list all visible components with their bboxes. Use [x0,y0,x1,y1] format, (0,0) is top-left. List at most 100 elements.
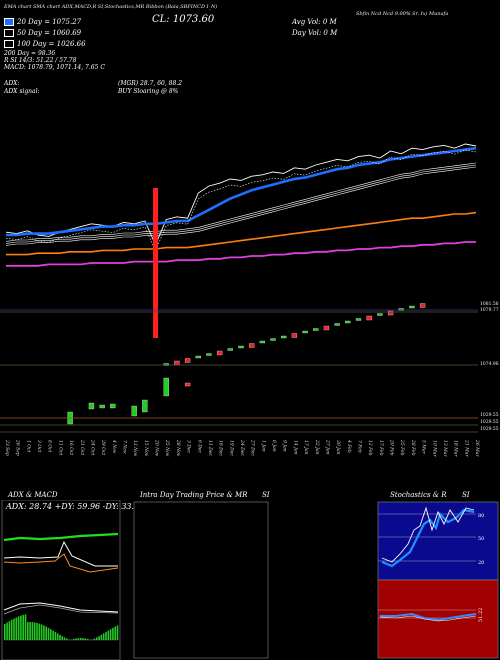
macd-histogram-bar [15,617,18,640]
close-label: CL: 1073.60 [152,14,215,25]
price-axis-label-4: 1029.55 [480,413,499,418]
stoch-tick-20: 20 [478,560,484,566]
macd-histogram-bar [38,623,41,640]
mid-candle [334,323,340,326]
mid-candle [270,338,276,341]
main-price-chart: 23 Sep 26 Sep 1 Oct 3 Oct 8 Oct 11 Oct 16 Oct 2… [0,143,480,457]
mid-candle [206,353,212,356]
adx-line [3,540,118,567]
low-candle [184,382,191,387]
x-tick-label: 17 Jan [303,440,309,455]
low-candle [110,403,116,409]
x-tick-label: 12 Feb [367,440,373,456]
legend-swatch-100 [4,39,14,48]
legend-50: 50 Day = 1060.69 [17,28,82,37]
macd-histogram-bar [79,638,82,640]
x-tick-label: 4 Nov [111,439,117,454]
macd-histogram-bar [59,634,61,640]
rsi-tick: 51.22 [478,608,484,622]
rsi-readout: R SI 14/3: 51.22 / 57.78 [4,57,77,64]
macd-readout: MACD: 1078.79, 1071.14, 7.65 C [4,64,105,71]
x-tick-label: 20 Nov [154,439,160,457]
mid-candle [323,325,330,331]
x-tick-label: 28 Nov [175,439,181,457]
macd-histogram-bar [17,616,20,640]
mid-candle [227,348,233,351]
x-tick-label: 22 Jan [314,439,320,455]
legend-swatch-50 [4,28,14,37]
trend-dotted-line [5,149,477,252]
x-tick-label: 7 Nov [122,440,128,454]
series-line-0 [5,143,477,246]
mid-candle [377,313,383,316]
x-tick-label: 3 Oct [36,440,42,453]
macd-histogram-bar [107,630,110,640]
series-line-3 [6,211,477,256]
macd-histogram-bar [24,614,27,640]
macd-histogram-bar [114,626,116,640]
header-top-text: EMA chart SMA chart ADX,MACD,R SI,Stocha… [4,4,218,10]
x-tick-label: 27 Jan [324,439,330,455]
macd-histogram-bar [84,638,87,640]
adx-plus-dy-line [3,532,119,542]
x-tick-label: 26 Mar [474,439,480,457]
x-tick-label: 20 Feb [389,439,395,456]
series-line-4 [6,241,476,267]
x-tick-label: 3 Dec [186,440,192,454]
low-candle [142,399,148,413]
adx-values-text: ADX: 28.74 +DY: 59.96 -DY: 33.19 [5,502,144,511]
series-line-1 [6,146,477,237]
macd-histogram-bar [47,627,50,640]
bottom-panels: ADX: 28.74 +DY: 59.96 -DY: 33.19 80 50 2… [1,500,499,660]
intraday-title-suffix: SI [262,491,270,499]
x-tick-label: 29 Oct [100,439,106,455]
mid-candle [184,358,191,363]
day-volume: Day Vol: 0 M [292,29,338,37]
macd-histogram-bar [45,626,47,640]
series-line-2 [5,164,477,244]
macd-histogram-bar [75,638,77,640]
mid-candle [387,310,394,316]
low-candle [163,377,169,397]
x-tick-label: 7 Feb [357,440,363,453]
macd-histogram-bar [82,638,84,640]
low-candle [88,402,95,410]
x-tick-label: 15 Nov [143,440,149,457]
mid-candle [345,320,351,324]
macd-histogram-bar [20,615,22,640]
mid-candle [419,303,426,308]
mid-candle [174,360,180,366]
adx-label: ADX: [4,80,20,87]
macd-histogram-bar [109,629,112,640]
stoch-tick-50: 50 [478,536,484,542]
macd-histogram-bar [93,638,96,640]
macd-histogram-bar [22,614,24,640]
x-tick-label: 5 Mar [421,440,427,455]
x-tick-label: 1 Jan [260,440,266,452]
mid-candle [259,340,266,344]
stoch-tick-80: 80 [478,513,484,519]
x-tick-label: 24 Oct [89,439,95,455]
mid-candle [216,350,223,356]
macd-histogram-bar [52,630,54,640]
x-tick-label: 13 Mar [442,440,448,457]
macd-histogram-bar [40,624,43,640]
x-tick-label: 24 Dec [239,439,245,456]
price-axis-label-3: 1074.96 [480,362,499,367]
mid-candle [313,328,319,331]
series-line-2-upper [5,162,477,242]
x-tick-label: 1 Oct [25,440,31,453]
macd-histogram-bar [8,621,11,640]
x-tick-label: 19 Dec [228,440,234,456]
macd-histogram-bar [36,622,38,640]
x-tick-label: 6 Dec [196,440,202,454]
adx-signal-label: ADX signal: [4,88,40,95]
macd-histogram-bar [105,631,107,640]
mid-candle [163,363,169,366]
macd-histogram-bar [86,638,89,640]
mid-candle [398,308,404,311]
spike-candle [153,188,159,338]
x-tick-label: 23 Sep [4,439,10,456]
macd-histogram-bar [29,622,31,640]
x-tick-label: 26 Sep [15,439,21,456]
